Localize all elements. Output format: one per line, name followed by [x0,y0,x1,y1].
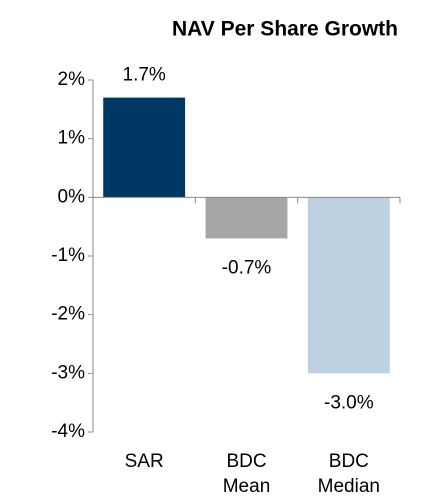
bar [307,197,390,374]
y-tick-label: 0% [58,186,86,207]
x-tick-label: BDC Mean [222,451,271,497]
value-label: -3.0% [324,392,374,413]
y-tick-label: -3% [51,362,85,383]
x-tick-label: SAR [124,451,164,472]
y-tick-label: -1% [51,245,85,266]
bar [103,97,186,198]
y-tick-label: -2% [51,304,85,325]
chart-title: NAV Per Share Growth [172,18,398,41]
x-tick-label: BDC Median [317,451,380,497]
y-tick-label: 2% [58,69,86,90]
y-tick-label: 1% [58,128,86,149]
value-label: -0.7% [222,257,272,278]
y-tick-label: -4% [51,421,85,442]
value-label: 1.7% [123,65,166,86]
bar [205,197,288,239]
